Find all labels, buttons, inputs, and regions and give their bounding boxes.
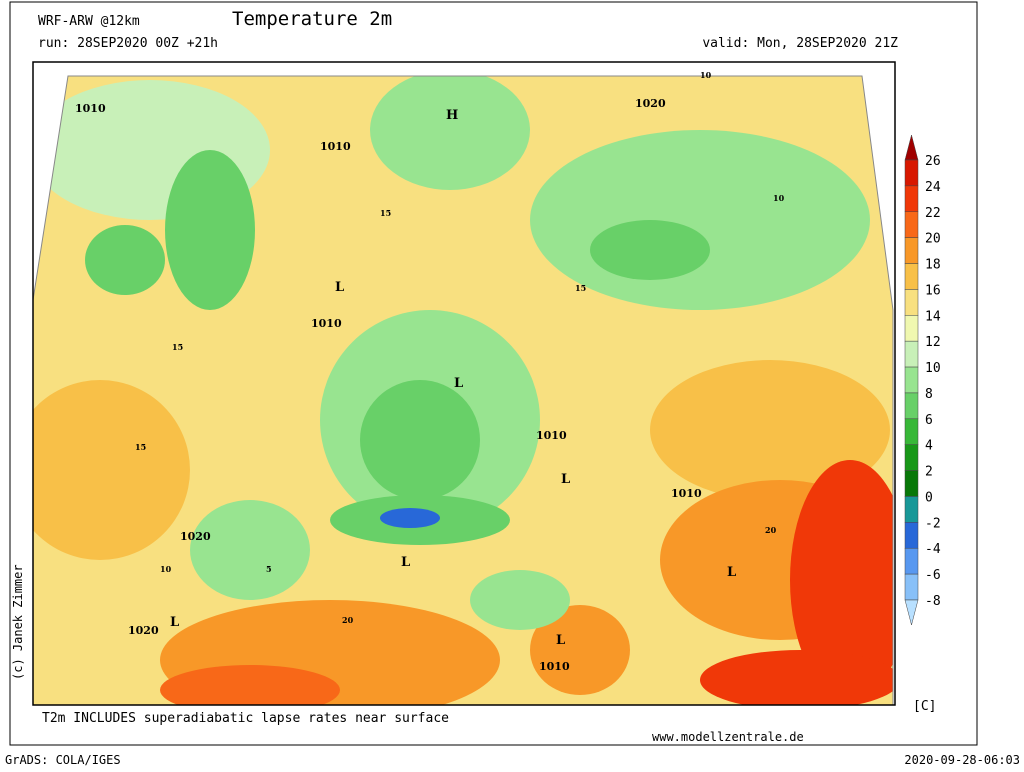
- low-marker: L: [454, 376, 463, 391]
- colorbar-label: -6: [925, 568, 941, 583]
- software: GrADS: COLA/IGES: [5, 753, 121, 767]
- colorbar-band: [904, 159, 919, 187]
- contour-label: 10: [700, 70, 712, 80]
- pressure-label: 1010: [75, 102, 106, 115]
- run-label: run: 28SEP2020 00Z +21h: [38, 36, 218, 51]
- contour-label: 15: [172, 342, 183, 352]
- colorbar-label: 20: [925, 232, 941, 247]
- note: T2m INCLUDES superadiabatic lapse rates …: [42, 711, 449, 726]
- colorbar-band: [904, 340, 919, 368]
- colorbar-label: 16: [925, 283, 941, 298]
- contour-label: 15: [575, 283, 586, 293]
- colorbar-band: [904, 573, 919, 601]
- colorbar-band: [904, 392, 919, 420]
- low-marker: L: [401, 555, 410, 570]
- colorbar-label: 8: [925, 387, 933, 402]
- pressure-label: 1020: [180, 530, 211, 543]
- contour-label: 20: [765, 525, 777, 535]
- colorbar-band: [904, 315, 919, 342]
- temperature-field: [33, 76, 893, 705]
- colorbar-label: 22: [925, 206, 941, 221]
- colorbar-label: 24: [925, 180, 941, 195]
- contour-label: 15: [380, 208, 391, 218]
- high-marker: H: [446, 108, 458, 123]
- colorbar-band: [904, 185, 919, 213]
- low-marker: L: [727, 565, 736, 580]
- pressure-label: 1020: [635, 97, 666, 110]
- pressure-label: 1010: [320, 140, 351, 153]
- map-frame: [32, 61, 896, 706]
- colorbar-band: [904, 211, 919, 238]
- colorbar-label: -4: [925, 542, 941, 557]
- colorbar-band: [904, 366, 919, 394]
- contour-label: 10: [773, 193, 785, 203]
- pressure-label: 1010: [536, 429, 567, 442]
- colorbar-band: [904, 444, 919, 471]
- colorbar-tip: [904, 599, 919, 626]
- colorbar-label: 12: [925, 335, 941, 350]
- map-labels: 1010 1020 H 1010 L 1010 L 1010 L 1010 10…: [75, 70, 785, 673]
- contour-label: 15: [135, 442, 146, 452]
- colorbar-label: 26: [925, 154, 941, 169]
- colorbar-label: 0: [925, 490, 933, 505]
- colorbar-label: 6: [925, 413, 933, 428]
- colorbar-band: [904, 237, 919, 264]
- low-marker: L: [561, 472, 570, 487]
- colorbar-label: -2: [925, 516, 941, 531]
- credit: (c) Janek Zimmer: [11, 564, 25, 680]
- pressure-label: 1020: [128, 624, 159, 637]
- contour-label: 10: [160, 564, 172, 574]
- valid-label: valid: Mon, 28SEP2020 21Z: [702, 36, 898, 51]
- colorbar-band: [904, 263, 919, 290]
- website: www.modellzentrale.de: [652, 730, 804, 744]
- contour-label: 5: [266, 564, 272, 574]
- pressure-label: 1010: [671, 487, 702, 500]
- pressure-label: 1010: [311, 317, 342, 330]
- colorbar-band: [904, 418, 919, 445]
- colorbar-label: 4: [925, 439, 933, 454]
- low-marker: L: [335, 280, 344, 295]
- contour-label: 20: [342, 615, 354, 625]
- colorbar-label: 10: [925, 361, 941, 376]
- model-label: WRF-ARW @12km: [38, 14, 140, 29]
- colorbar-band: [904, 522, 919, 549]
- colorbar-band: [904, 470, 919, 497]
- low-marker: L: [170, 615, 179, 630]
- pressure-label: 1010: [539, 660, 570, 673]
- colorbar-label: 14: [925, 309, 941, 324]
- unit-label: [C]: [913, 699, 936, 714]
- colorbar-label: -8: [925, 594, 941, 609]
- low-marker: L: [556, 633, 565, 648]
- colorbar-band: [904, 289, 919, 316]
- timestamp: 2020-09-28-06:03: [904, 753, 1020, 767]
- colorbar-band: [904, 547, 919, 575]
- colorbar-label: 2: [925, 465, 933, 480]
- colorbar-band: [904, 496, 919, 523]
- colorbar-label: 18: [925, 258, 941, 273]
- title: Temperature 2m: [232, 8, 392, 30]
